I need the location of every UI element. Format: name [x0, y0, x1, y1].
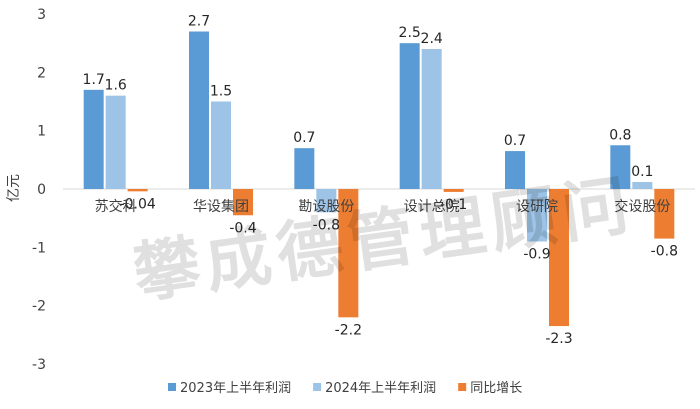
data-labels: 1.7 1.6 -0.04 2.7 1.5 -0.4 0.7 -0.8 -2.2 2.5 2.4 -0… [83, 14, 678, 348]
y-tick-labels: 3 2 1 0 -1 -2 -3 [32, 7, 46, 373]
data-label: 0.1 [631, 164, 653, 180]
bar-3 [127, 189, 148, 192]
y-axis-title: 亿元 [6, 174, 22, 202]
data-label: -2.3 [545, 331, 572, 347]
bar-2 [316, 189, 337, 213]
data-label: -0.8 [313, 217, 340, 233]
data-label: 2.4 [421, 31, 443, 47]
category-labels: 苏交科 华设集团 勘设股份 设计总院 设研院 交设股份 [95, 198, 671, 215]
data-label: -0.8 [651, 244, 678, 260]
y-tick-label: 2 [37, 65, 46, 81]
bar-1 [189, 31, 209, 189]
y-tick-label: -1 [32, 240, 46, 256]
category-label: 交设股份 [614, 198, 670, 215]
legend: 2023年上半年利润 2024年上半年利润 同比增长 [168, 381, 522, 396]
y-tick-label: -3 [32, 357, 46, 373]
y-tick-label: 1 [37, 124, 46, 140]
legend-swatch [168, 383, 176, 391]
data-label: 1.5 [210, 84, 232, 100]
bar-2 [421, 49, 442, 189]
bar-3 [654, 189, 675, 239]
category-label: 勘设股份 [298, 199, 354, 215]
data-label: -0.9 [523, 247, 550, 263]
data-label: -0.1 [440, 197, 467, 213]
bar-3 [549, 189, 569, 327]
bar-2 [105, 95, 126, 189]
bar-2 [211, 101, 231, 189]
category-label: 苏交科 [95, 198, 137, 215]
bar-series [83, 31, 675, 327]
data-label: 0.7 [504, 133, 526, 149]
data-label: -2.2 [335, 322, 362, 338]
bar-1 [505, 151, 525, 189]
data-label: 2.7 [188, 14, 210, 30]
y-tick-label: 0 [37, 182, 46, 198]
bar-1 [399, 43, 420, 189]
data-label: 0.8 [609, 127, 631, 143]
category-label: 设计总院 [404, 199, 460, 215]
bar-2 [527, 189, 547, 242]
category-label: 设研院 [516, 199, 558, 215]
legend-label: 同比增长 [470, 381, 522, 396]
bar-1 [294, 148, 315, 189]
data-label: -0.4 [229, 220, 256, 236]
y-tick-label: -2 [32, 299, 46, 315]
legend-item: 2023年上半年利润 [168, 381, 291, 396]
bar-3 [338, 189, 359, 318]
data-label: -0.04 [120, 196, 156, 212]
legend-item: 2024年上半年利润 [313, 381, 436, 396]
bar-3 [443, 189, 464, 192]
bar-1 [610, 145, 631, 189]
data-label: 1.7 [83, 72, 105, 88]
data-label: 1.6 [105, 78, 127, 94]
legend-item: 同比增长 [458, 381, 522, 396]
legend-label: 2024年上半年利润 [325, 381, 436, 396]
bar-2 [632, 182, 653, 189]
data-label: 2.5 [399, 25, 421, 41]
category-label: 华设集团 [193, 198, 249, 215]
legend-label: 2023年上半年利润 [180, 381, 291, 396]
bar-1 [83, 89, 104, 189]
legend-swatch [313, 383, 322, 391]
y-tick-label: 3 [37, 7, 46, 23]
data-label: 0.7 [293, 130, 315, 146]
legend-swatch [458, 383, 467, 391]
bar-3 [233, 189, 253, 216]
